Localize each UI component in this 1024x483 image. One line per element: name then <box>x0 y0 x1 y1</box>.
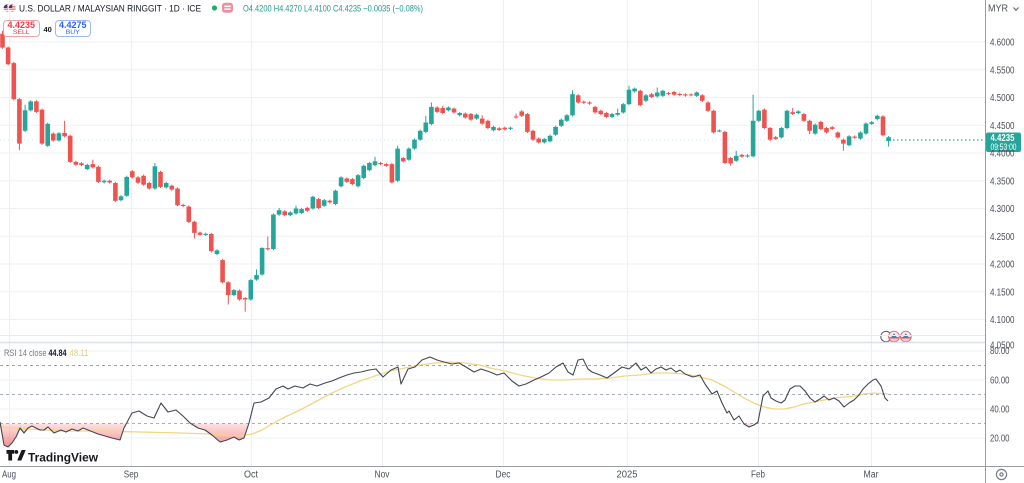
svg-text:Mar: Mar <box>864 470 880 481</box>
svg-text:4.5000: 4.5000 <box>990 93 1015 104</box>
svg-text:60.00: 60.00 <box>990 376 1010 387</box>
svg-text:40.00: 40.00 <box>990 405 1010 416</box>
svg-text:4.2000: 4.2000 <box>990 260 1015 271</box>
svg-text:4.5500: 4.5500 <box>990 65 1015 76</box>
svg-text:4.3000: 4.3000 <box>990 204 1015 215</box>
svg-text:4.6000: 4.6000 <box>990 38 1015 49</box>
svg-text:44.84: 44.84 <box>49 348 67 359</box>
svg-text:RSI 14 close: RSI 14 close <box>4 348 47 359</box>
svg-text:O4.4200 H4.4270 L4.4100 C4.423: O4.4200 H4.4270 L4.4100 C4.4235 −0.0035 … <box>243 4 423 15</box>
svg-text:4.4235: 4.4235 <box>991 133 1015 144</box>
svg-text:4.1000: 4.1000 <box>990 315 1015 326</box>
svg-text:MYR: MYR <box>988 4 1008 15</box>
svg-text:4.4500: 4.4500 <box>990 121 1015 132</box>
svg-text:4.2500: 4.2500 <box>990 232 1015 243</box>
svg-text:09:53:00: 09:53:00 <box>991 142 1017 152</box>
svg-text:Aug: Aug <box>2 470 16 481</box>
svg-text:80.00: 80.00 <box>990 346 1010 357</box>
svg-text:U.S. DOLLAR / MALAYSIAN RINGGI: U.S. DOLLAR / MALAYSIAN RINGGIT · 1D · I… <box>19 4 201 15</box>
svg-text:2025: 2025 <box>617 470 638 481</box>
svg-text:4.3500: 4.3500 <box>990 176 1015 187</box>
svg-text:Nov: Nov <box>375 470 390 481</box>
svg-text:4.4000: 4.4000 <box>990 149 1015 160</box>
svg-text:48.11: 48.11 <box>70 348 89 359</box>
svg-text:4.0500: 4.0500 <box>990 341 1015 352</box>
svg-text:Feb: Feb <box>751 470 765 481</box>
svg-text:Dec: Dec <box>496 470 511 481</box>
svg-text:Sep: Sep <box>124 470 139 481</box>
svg-text:Oct: Oct <box>244 470 258 481</box>
svg-text:20.00: 20.00 <box>990 434 1010 445</box>
svg-text:TradingView: TradingView <box>28 451 98 465</box>
svg-text:4.1500: 4.1500 <box>990 287 1015 298</box>
